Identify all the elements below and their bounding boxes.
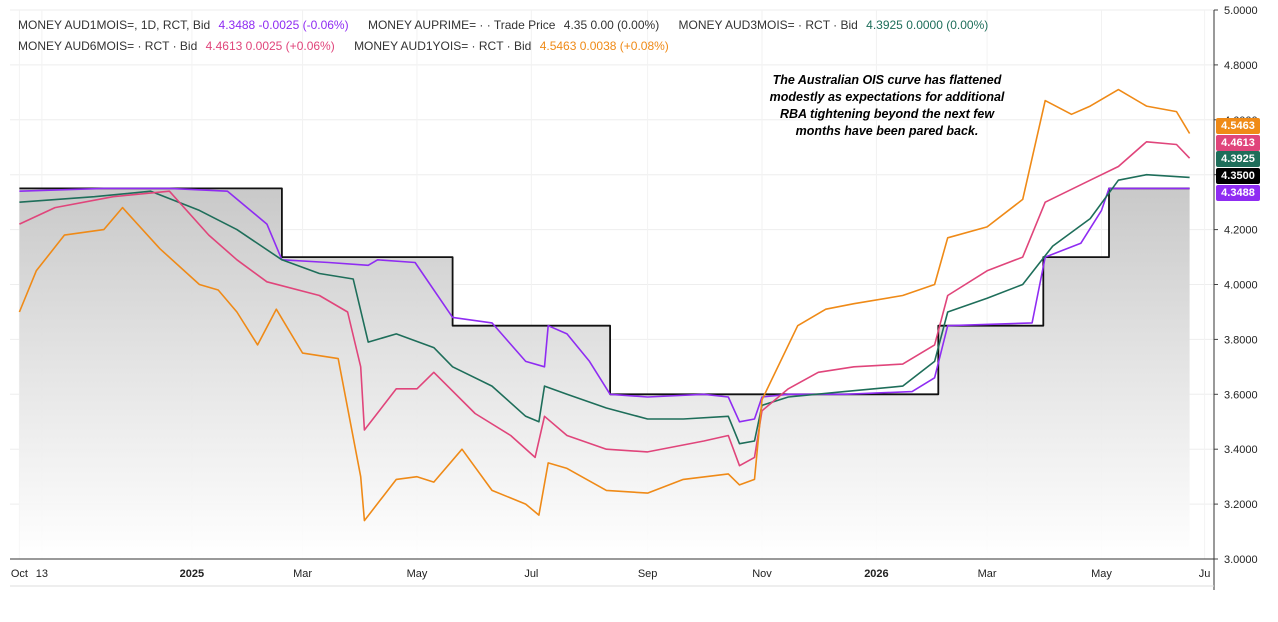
x-tick-label: Nov bbox=[752, 568, 772, 580]
series-line-3 bbox=[19, 141, 1191, 467]
legend-row-2: MONEY AUD6MOIS= · RCT · Bid 4.4613 0.002… bbox=[18, 36, 1004, 57]
price-tag-aud1yois: 4.5463 bbox=[1216, 118, 1260, 134]
series-line-2 bbox=[19, 173, 1190, 445]
series-area-0 bbox=[19, 188, 1190, 559]
legend-values: 4.5463 0.0038 (+0.08%) bbox=[539, 39, 669, 53]
series-line-1 bbox=[19, 187, 1190, 423]
x-tick-label: May bbox=[1091, 568, 1112, 580]
annotation-line: RBA tightening beyond the next few bbox=[779, 107, 995, 121]
legend-label: MONEY AUPRIME= · · Trade Price bbox=[367, 18, 556, 32]
legend-item-auprime[interactable]: MONEY AUPRIME= · · Trade Price 4.35 0.00… bbox=[368, 15, 659, 36]
series-line-4 bbox=[18, 88, 1191, 522]
legend-values: 4.3488 -0.0025 (-0.06%) bbox=[218, 18, 349, 32]
legend-item-aud6mois[interactable]: MONEY AUD6MOIS= · RCT · Bid 4.4613 0.002… bbox=[18, 36, 335, 57]
legend-row-1: MONEY AUD1MOIS=, 1D, RCT, Bid 4.3488 -0.… bbox=[18, 15, 1004, 36]
y-tick-label: 4.8000 bbox=[1224, 60, 1258, 72]
series-line-0 bbox=[19, 187, 1190, 396]
y-tick-label: 3.2000 bbox=[1224, 499, 1258, 511]
y-tick-label: 4.0000 bbox=[1224, 280, 1258, 292]
x-tick-label: May bbox=[407, 568, 428, 580]
legend-item-aud1mois[interactable]: MONEY AUD1MOIS=, 1D, RCT, Bid 4.3488 -0.… bbox=[18, 15, 349, 36]
y-tick-label: 4.2000 bbox=[1224, 225, 1258, 237]
x-tick-label: Mar bbox=[293, 568, 312, 580]
x-tick-label: 2025 bbox=[180, 568, 204, 580]
x-tick-label: Mar bbox=[978, 568, 997, 580]
price-tag-auprime: 4.3500 bbox=[1216, 168, 1260, 184]
legend-item-aud3mois[interactable]: MONEY AUD3MOIS= · RCT · Bid 4.3925 0.000… bbox=[679, 15, 989, 36]
legend-values: 4.3925 0.0000 (0.00%) bbox=[866, 18, 989, 32]
annotation-line: months have been pared back. bbox=[795, 124, 979, 138]
x-tick-label: Sep bbox=[638, 568, 658, 580]
legend-values: 4.4613 0.0025 (+0.06%) bbox=[205, 39, 335, 53]
legend-label: MONEY AUD1MOIS=, 1D, RCT, Bid bbox=[18, 18, 211, 32]
x-tick-label: 2026 bbox=[864, 568, 888, 580]
x-tick-label: Jul bbox=[524, 568, 538, 580]
y-tick-label: 3.6000 bbox=[1224, 389, 1258, 401]
annotation-line: The Australian OIS curve has flattened bbox=[772, 73, 1002, 87]
price-tag-aud1mois: 4.3488 bbox=[1216, 185, 1260, 201]
chart-legend: MONEY AUD1MOIS=, 1D, RCT, Bid 4.3488 -0.… bbox=[18, 15, 1004, 57]
y-tick-label: 3.4000 bbox=[1224, 444, 1258, 456]
price-tag-aud3mois: 4.3925 bbox=[1216, 151, 1260, 167]
y-tick-label: 3.8000 bbox=[1224, 334, 1258, 346]
legend-label: MONEY AUD6MOIS= · RCT · Bid bbox=[18, 39, 198, 53]
x-tick-label: Ju bbox=[1199, 568, 1211, 580]
y-tick-label: 5.0000 bbox=[1224, 5, 1258, 17]
legend-label: MONEY AUD3MOIS= · RCT · Bid bbox=[678, 18, 858, 32]
chart-annotation: The Australian OIS curve has flattened m… bbox=[722, 72, 1052, 140]
legend-item-aud1yois[interactable]: MONEY AUD1YOIS= · RCT · Bid 4.5463 0.003… bbox=[354, 36, 669, 57]
legend-label: MONEY AUD1YOIS= · RCT · Bid bbox=[354, 39, 532, 53]
y-tick-label: 3.0000 bbox=[1224, 554, 1258, 566]
x-tick-label: Oct bbox=[11, 568, 28, 580]
legend-values: 4.35 0.00 (0.00%) bbox=[563, 18, 660, 32]
price-tag-aud6mois: 4.4613 bbox=[1216, 135, 1260, 151]
annotation-line: modestly as expectations for additional bbox=[769, 90, 1005, 104]
x-tick-label: 13 bbox=[36, 568, 48, 580]
